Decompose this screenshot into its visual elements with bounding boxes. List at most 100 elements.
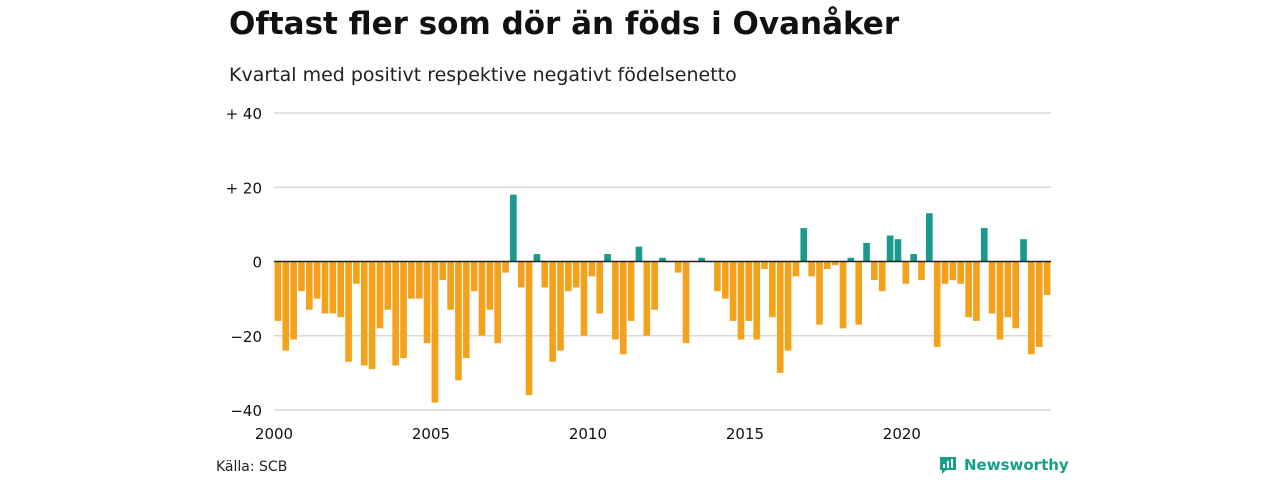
bar-2015-Q4 <box>769 261 776 318</box>
bar-2008-Q3 <box>541 261 549 288</box>
source-note: Källa: SCB <box>216 459 288 475</box>
bar-2022-Q1 <box>965 261 972 318</box>
bar-2004-Q2 <box>408 261 415 299</box>
bar-2015-Q3 <box>761 261 768 269</box>
bar-2017-Q3 <box>823 261 831 269</box>
bar-2009-Q4 <box>580 261 588 336</box>
bar-2021-Q4 <box>957 261 965 284</box>
bar-2018-Q4 <box>863 242 870 262</box>
bar-2015-Q2 <box>753 261 761 340</box>
x-tick-label: 2005 <box>412 425 450 443</box>
bar-2008-Q2 <box>533 254 541 262</box>
bar-2012-Q1 <box>651 261 658 310</box>
bar-2019-Q4 <box>894 239 902 262</box>
bar-2014-Q3 <box>729 261 737 321</box>
bar-2010-Q4 <box>612 261 619 340</box>
bar-2021-Q3 <box>949 261 957 281</box>
bar-2005-Q1 <box>431 261 439 403</box>
brand-name: Newsworthy <box>964 456 1069 474</box>
bar-2010-Q2 <box>596 261 604 314</box>
bar-2005-Q3 <box>447 261 454 310</box>
bar-2014-Q1 <box>714 261 721 292</box>
x-tick-label: 2020 <box>883 425 921 443</box>
bar-2009-Q2 <box>564 261 572 292</box>
bar-2007-Q4 <box>517 261 525 288</box>
bar-2023-Q4 <box>1020 239 1027 262</box>
bar-2011-Q2 <box>627 261 635 321</box>
bar-2024-Q2 <box>1035 261 1043 347</box>
bar-2020-Q3 <box>918 261 925 281</box>
newsworthy-logo-icon <box>940 457 956 474</box>
x-tick-labels: 2000 2005 2010 2015 2020 <box>255 425 921 443</box>
bar-2007-Q3 <box>510 194 517 262</box>
bar-2015-Q1 <box>745 261 753 321</box>
bar-2013-Q1 <box>682 261 690 344</box>
bar-2009-Q1 <box>557 261 564 351</box>
y-tick-label: + 20 <box>226 179 262 197</box>
bar-2012-Q2 <box>659 257 666 262</box>
bar-2019-Q1 <box>871 261 878 281</box>
bar-2012-Q4 <box>674 261 682 273</box>
bar-2019-Q2 <box>878 261 886 292</box>
bar-2017-Q2 <box>816 261 823 325</box>
bar-2017-Q1 <box>808 261 815 277</box>
bar-2023-Q1 <box>996 261 1004 340</box>
bar-2008-Q4 <box>549 261 556 362</box>
bar-2001-Q1 <box>305 261 313 310</box>
bar-2011-Q4 <box>643 261 651 336</box>
bar-2002-Q3 <box>353 261 360 284</box>
bar-2020-Q4 <box>926 213 933 262</box>
bar-2018-Q1 <box>839 261 847 329</box>
bar-2008-Q1 <box>525 261 533 396</box>
bar-2007-Q1 <box>494 261 502 344</box>
bar-2016-Q1 <box>776 261 784 373</box>
x-tick-label: 2015 <box>726 425 764 443</box>
bar-2018-Q2 <box>847 257 855 262</box>
bar-2002-Q4 <box>360 261 368 366</box>
bar-2023-Q2 <box>1004 261 1012 318</box>
bar-2016-Q4 <box>800 228 808 262</box>
bar-2021-Q1 <box>933 261 941 347</box>
bar-2005-Q2 <box>439 261 447 281</box>
bar-2017-Q4 <box>831 261 839 266</box>
bar-2013-Q3 <box>698 257 706 262</box>
bar-2006-Q2 <box>470 261 478 292</box>
x-tick-label: 2000 <box>255 425 293 443</box>
bar-2023-Q3 <box>1012 261 1020 329</box>
bar-2002-Q2 <box>345 261 352 362</box>
bar-2000-Q2 <box>282 261 290 351</box>
bar-2000-Q3 <box>290 261 297 340</box>
x-tick-label: 2010 <box>569 425 607 443</box>
chart-subtitle: Kvartal med positivt respektive negativt… <box>229 64 737 86</box>
bar-2024-Q3 <box>1043 261 1051 295</box>
bar-2019-Q3 <box>886 235 894 262</box>
y-tick-label: + 40 <box>226 105 262 123</box>
bar-2010-Q3 <box>604 254 611 262</box>
bar-2011-Q3 <box>635 246 643 262</box>
y-tick-label: −40 <box>230 402 262 420</box>
bar-2001-Q3 <box>321 261 329 314</box>
y-tick-labels: + 40 + 20 0 −20 −40 <box>226 105 262 420</box>
bar-2010-Q1 <box>588 261 596 277</box>
bar-2004-Q1 <box>400 261 407 359</box>
bar-2002-Q1 <box>337 261 345 318</box>
bar-2020-Q1 <box>902 261 910 284</box>
bar-2006-Q3 <box>478 261 486 336</box>
bar-2009-Q3 <box>572 261 580 288</box>
bar-2014-Q4 <box>737 261 745 340</box>
bar-2018-Q3 <box>855 261 863 325</box>
bar-2020-Q2 <box>910 254 917 262</box>
bar-2011-Q1 <box>619 261 627 355</box>
bar-2006-Q1 <box>462 261 470 359</box>
bar-2005-Q4 <box>455 261 462 381</box>
bar-2022-Q4 <box>988 261 996 314</box>
bar-2003-Q2 <box>376 261 384 329</box>
bar-2003-Q4 <box>392 261 399 366</box>
bar-2004-Q3 <box>415 261 423 299</box>
brand-logo: Newsworthy <box>938 455 1069 475</box>
bar-2014-Q2 <box>721 261 729 299</box>
bar-2024-Q1 <box>1028 261 1035 355</box>
bar-2006-Q4 <box>486 261 494 310</box>
bars <box>274 194 1051 403</box>
